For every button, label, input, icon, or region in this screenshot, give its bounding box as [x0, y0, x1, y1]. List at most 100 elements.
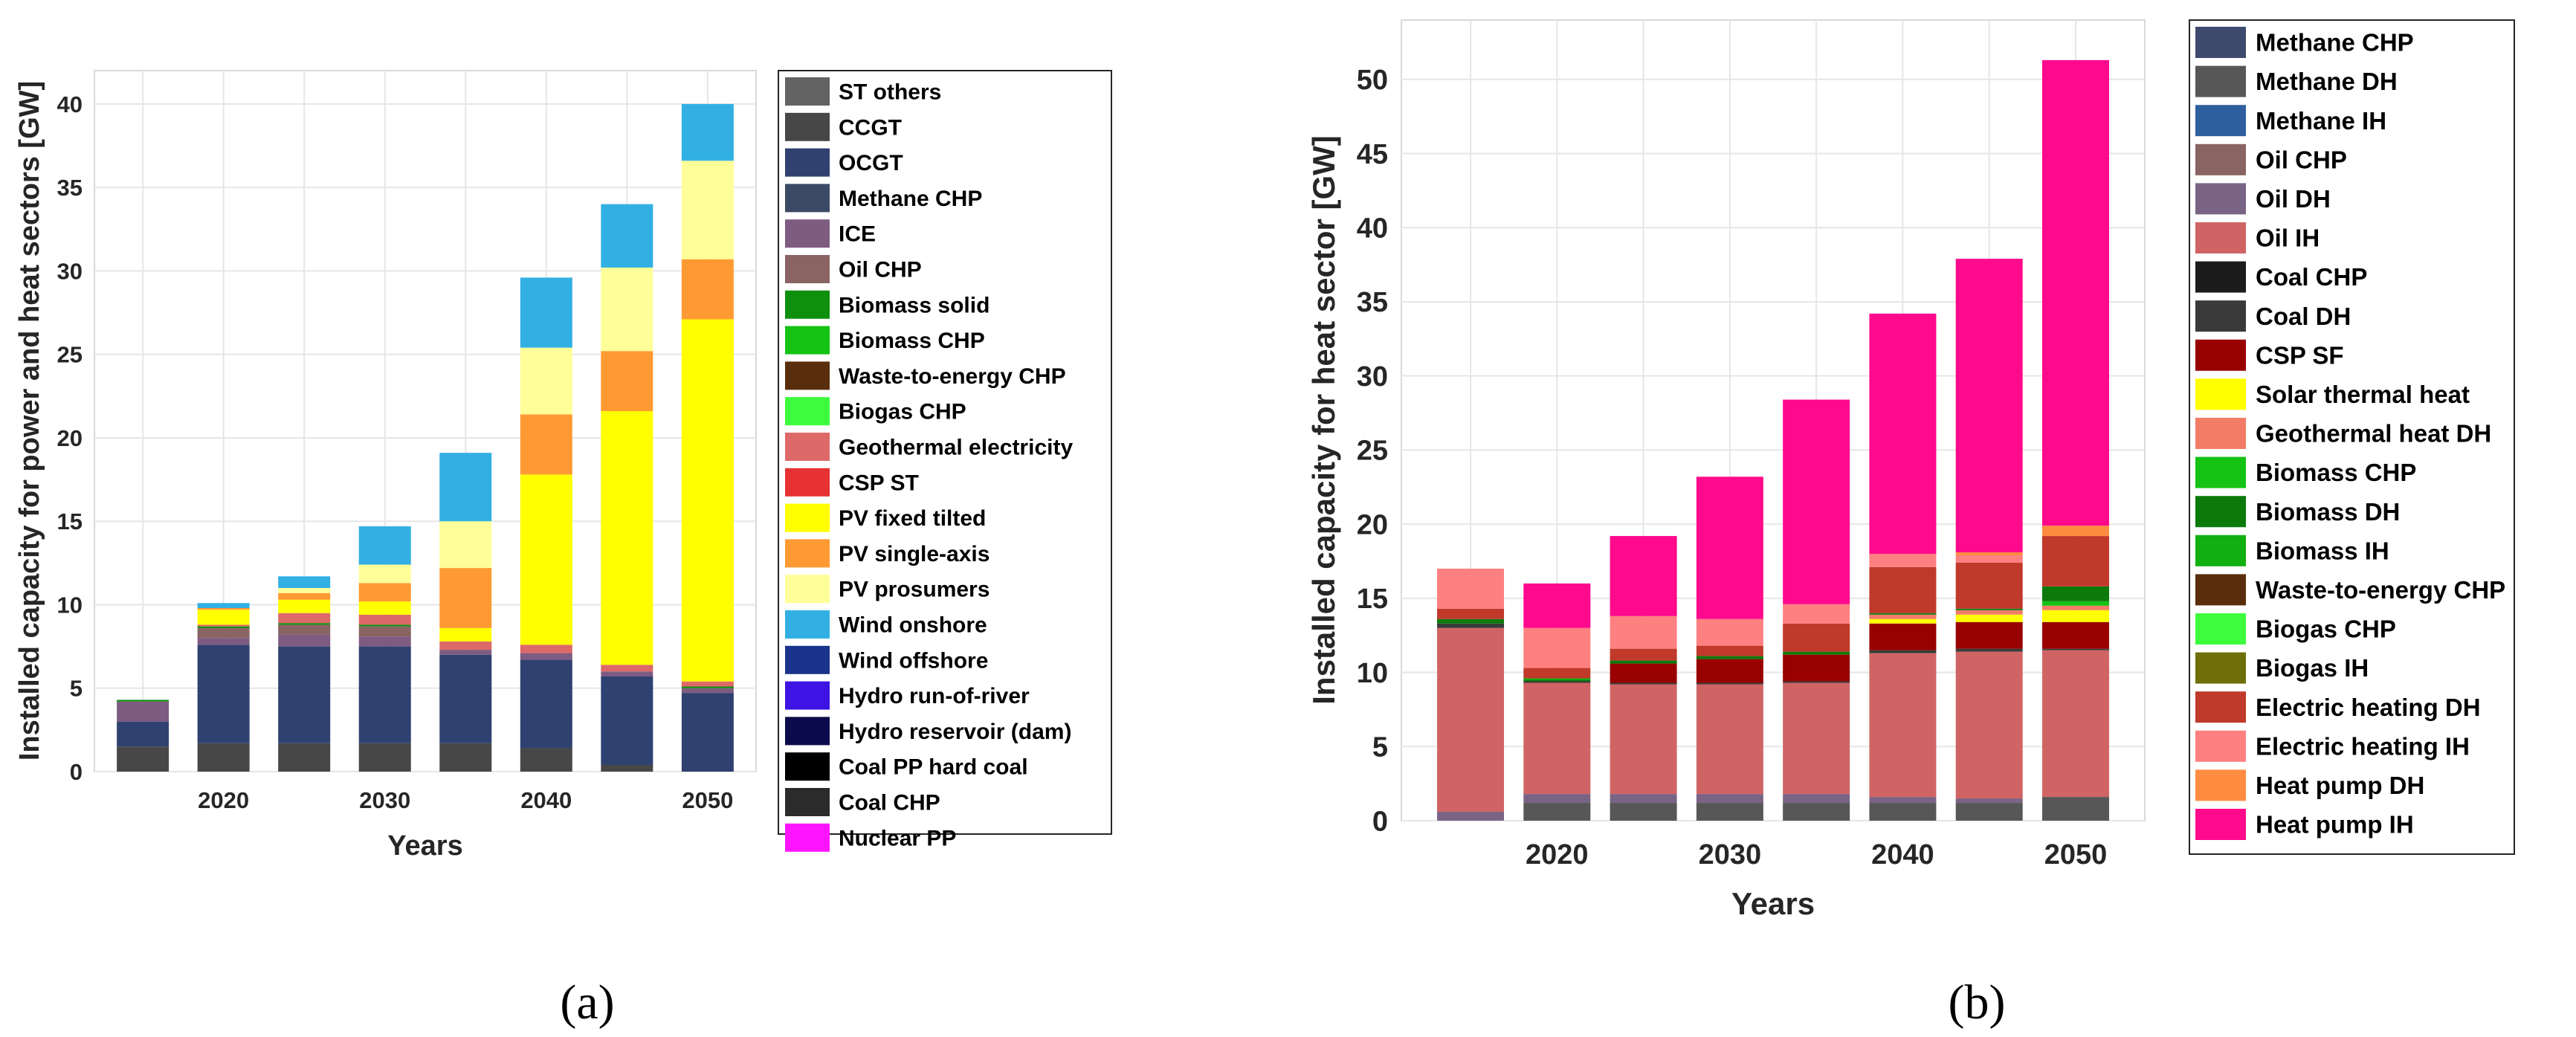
bar-segment	[2041, 59, 2109, 526]
legend-label: Hydro reservoir (dam)	[839, 720, 1071, 744]
legend-swatch	[785, 610, 830, 639]
bar-segment	[1696, 645, 1763, 656]
legend-swatch	[785, 717, 830, 746]
chart-a-x-ticks: 2020 2030 2040 2050	[198, 787, 733, 813]
bar-segment	[1437, 627, 1505, 813]
bar-segment	[1955, 610, 2023, 615]
bar-segment	[681, 161, 734, 259]
chart-b-legend: Methane CHP Methane DH Methane IH Oil CHP Oi…	[2195, 27, 2505, 840]
legend-swatch	[785, 681, 830, 710]
bar-segment	[520, 414, 572, 475]
bar-segment	[1955, 614, 2023, 622]
chart-a-legend-box	[778, 70, 1112, 835]
legend-label: Oil CHP	[2256, 146, 2347, 173]
legend-label: Electric heating IH	[2256, 732, 2470, 760]
bar-segment	[520, 653, 572, 660]
legend-swatch	[785, 397, 830, 426]
legend-label: Nuclear PP	[839, 826, 956, 850]
legend-label: Coal CHP	[2256, 263, 2367, 291]
x-tick-label: 2020	[1526, 839, 1589, 870]
bar-segment	[439, 650, 492, 655]
bar-segment	[1955, 648, 2023, 652]
y-tick-label: 25	[1357, 436, 1388, 467]
bar-segment	[117, 746, 170, 772]
legend-swatch	[2195, 652, 2246, 684]
x-tick-label: 2040	[520, 787, 572, 813]
bar-segment	[1955, 555, 2023, 563]
legend-label: Electric heating DH	[2256, 694, 2481, 721]
legend-label: Methane IH	[2256, 107, 2386, 135]
legend-label: ST others	[839, 80, 941, 105]
legend-swatch	[2195, 183, 2246, 215]
bar-segment	[520, 748, 572, 772]
bar-segment	[1783, 399, 1850, 604]
bar-segment	[197, 743, 250, 772]
legend-label: Waste-to-energy CHP	[839, 364, 1066, 389]
legend-swatch	[785, 645, 830, 674]
bar-segment	[1523, 794, 1591, 804]
legend-label: Wind onshore	[839, 613, 987, 638]
legend-label: OCGT	[839, 151, 903, 175]
legend-swatch	[785, 468, 830, 497]
bar-segment	[1523, 679, 1591, 682]
legend-label: Solar thermal heat	[2256, 381, 2470, 408]
legend-swatch	[785, 788, 830, 816]
bar-segment	[1610, 536, 1677, 616]
bar-segment	[1610, 616, 1677, 649]
bar-segment	[439, 641, 492, 650]
legend-label: Oil IH	[2256, 224, 2320, 252]
legend-swatch	[785, 503, 830, 532]
chart-b-bars	[1437, 59, 2109, 821]
legend-swatch	[785, 361, 830, 390]
bar-segment	[358, 626, 411, 637]
legend-label: Coal DH	[2256, 303, 2351, 330]
chart-b-x-ticks: 2020 2030 2040 2050	[1526, 839, 2107, 870]
bar-segment	[2041, 586, 2109, 601]
bar-segment	[117, 721, 170, 747]
bar-segment	[1955, 562, 2023, 609]
bar-segment	[278, 623, 331, 625]
bar-segment	[1869, 313, 1937, 554]
bar-segment	[1869, 618, 1937, 624]
chart-b-axes-frame	[1401, 19, 2146, 821]
chart-b: 0 5 10 15 20 25 30 35 40 45 50 2020 2030 2040 2050 Ye…	[1306, 19, 2515, 1030]
y-tick-label: 15	[1357, 584, 1388, 615]
bar-segment	[520, 645, 572, 653]
bar-segment	[601, 765, 653, 772]
legend-swatch	[785, 752, 830, 781]
legend-swatch	[785, 112, 830, 141]
y-tick-label: 40	[1357, 213, 1388, 245]
y-tick-label: 25	[57, 342, 83, 368]
bar-segment	[1955, 552, 2023, 555]
bar-segment	[2041, 650, 2109, 798]
bar-segment	[681, 681, 734, 687]
legend-swatch	[2195, 691, 2246, 723]
bar-segment	[1523, 583, 1591, 628]
bar-segment	[601, 411, 653, 665]
bar-segment	[2041, 610, 2109, 622]
legend-label: Biomass CHP	[2256, 459, 2416, 486]
y-tick-label: 15	[57, 508, 83, 534]
bar-segment	[1523, 678, 1591, 680]
bar-segment	[197, 638, 250, 645]
bar-segment	[278, 646, 331, 743]
bar-segment	[1869, 623, 1937, 650]
x-tick-label: 2040	[1871, 839, 1934, 870]
legend-label: Biomass CHP	[839, 329, 985, 353]
bar-segment	[358, 636, 411, 647]
bar-segment	[1783, 682, 1850, 795]
bar-segment	[117, 701, 170, 722]
bar-segment	[2041, 601, 2109, 606]
legend-swatch	[2195, 613, 2246, 645]
legend-swatch	[785, 77, 830, 106]
bar-segment	[1610, 682, 1677, 685]
chart-b-y-ticks: 0 5 10 15 20 25 30 35 40 45 50	[1357, 65, 1388, 837]
y-tick-label: 30	[57, 258, 83, 284]
legend-label: Oil DH	[2256, 185, 2331, 213]
bar-segment	[1696, 682, 1763, 685]
bar-segment	[1783, 681, 1850, 683]
legend-swatch	[2195, 769, 2246, 801]
bar-segment	[520, 347, 572, 415]
legend-label: Biogas CHP	[2256, 616, 2396, 643]
